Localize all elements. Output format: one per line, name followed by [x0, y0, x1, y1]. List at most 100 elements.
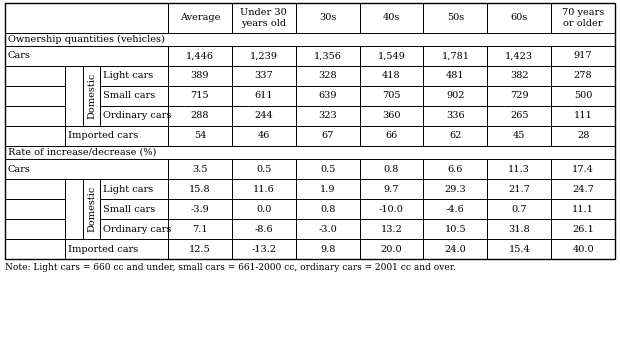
Bar [5, 179, 65, 199]
Text: 382: 382 [510, 71, 528, 81]
Bar [423, 46, 487, 66]
Bar [487, 159, 551, 179]
Text: 418: 418 [382, 71, 401, 81]
Text: 21.7: 21.7 [508, 185, 530, 193]
Bar [100, 86, 168, 106]
Text: 15.4: 15.4 [508, 245, 530, 253]
Bar [296, 3, 360, 33]
Bar [360, 239, 423, 259]
Bar [551, 126, 615, 146]
Bar [296, 159, 360, 179]
Bar [296, 66, 360, 86]
Bar [83, 66, 100, 126]
Text: 40.0: 40.0 [572, 245, 594, 253]
Text: 0.8: 0.8 [320, 204, 335, 213]
Text: 389: 389 [191, 71, 209, 81]
Text: 705: 705 [383, 92, 401, 100]
Bar [296, 199, 360, 219]
Text: 20.0: 20.0 [381, 245, 402, 253]
Text: 60s: 60s [511, 13, 528, 23]
Bar [5, 86, 65, 106]
Text: 11.3: 11.3 [508, 165, 530, 174]
Bar [423, 106, 487, 126]
Text: 3.5: 3.5 [192, 165, 208, 174]
Bar [65, 179, 83, 239]
Bar [168, 179, 232, 199]
Bar [487, 199, 551, 219]
Bar [296, 86, 360, 106]
Bar [296, 239, 360, 259]
Bar [168, 3, 232, 33]
Bar [487, 126, 551, 146]
Text: 0.5: 0.5 [256, 165, 272, 174]
Text: 54: 54 [193, 131, 206, 141]
Bar [65, 239, 168, 259]
Bar [551, 179, 615, 199]
Text: Imported cars: Imported cars [68, 245, 138, 253]
Bar [5, 146, 615, 159]
Text: 46: 46 [257, 131, 270, 141]
Text: 0.7: 0.7 [512, 204, 527, 213]
Bar [551, 106, 615, 126]
Bar [5, 106, 65, 126]
Bar [83, 179, 100, 239]
Bar [5, 3, 168, 33]
Text: 917: 917 [574, 51, 592, 60]
Bar [423, 3, 487, 33]
Bar [423, 219, 487, 239]
Text: 45: 45 [513, 131, 525, 141]
Bar [487, 46, 551, 66]
Text: 31.8: 31.8 [508, 225, 530, 234]
Bar [5, 3, 615, 259]
Bar [487, 66, 551, 86]
Bar [423, 179, 487, 199]
Bar [487, 106, 551, 126]
Text: 10.5: 10.5 [445, 225, 466, 234]
Bar [65, 126, 168, 146]
Bar [296, 46, 360, 66]
Text: 278: 278 [574, 71, 592, 81]
Text: 40s: 40s [383, 13, 400, 23]
Text: 7.1: 7.1 [192, 225, 208, 234]
Text: Cars: Cars [8, 165, 31, 174]
Text: 9.7: 9.7 [384, 185, 399, 193]
Text: 24.0: 24.0 [445, 245, 466, 253]
Text: Domestic: Domestic [87, 186, 96, 232]
Text: 360: 360 [383, 111, 401, 120]
Text: Light cars: Light cars [103, 185, 153, 193]
Bar [551, 239, 615, 259]
Bar [5, 46, 168, 66]
Text: 715: 715 [190, 92, 209, 100]
Text: Domestic: Domestic [87, 73, 96, 119]
Bar [423, 126, 487, 146]
Bar [5, 239, 65, 259]
Bar [232, 86, 296, 106]
Bar [232, 3, 296, 33]
Text: 500: 500 [574, 92, 592, 100]
Bar [487, 179, 551, 199]
Bar [296, 126, 360, 146]
Bar [551, 159, 615, 179]
Bar [232, 219, 296, 239]
Text: 611: 611 [254, 92, 273, 100]
Text: 336: 336 [446, 111, 464, 120]
Text: 24.7: 24.7 [572, 185, 594, 193]
Bar [168, 86, 232, 106]
Bar [168, 126, 232, 146]
Bar [100, 66, 168, 86]
Text: 9.8: 9.8 [320, 245, 335, 253]
Text: Ownership quantities (vehicles): Ownership quantities (vehicles) [8, 35, 165, 44]
Bar [423, 66, 487, 86]
Bar [5, 199, 65, 219]
Bar [296, 106, 360, 126]
Text: Ordinary cars: Ordinary cars [103, 111, 171, 120]
Text: 17.4: 17.4 [572, 165, 594, 174]
Bar [360, 179, 423, 199]
Text: 1,423: 1,423 [505, 51, 533, 60]
Bar [168, 66, 232, 86]
Bar [360, 219, 423, 239]
Text: 1,356: 1,356 [314, 51, 342, 60]
Bar [5, 126, 65, 146]
Bar [360, 159, 423, 179]
Bar [360, 106, 423, 126]
